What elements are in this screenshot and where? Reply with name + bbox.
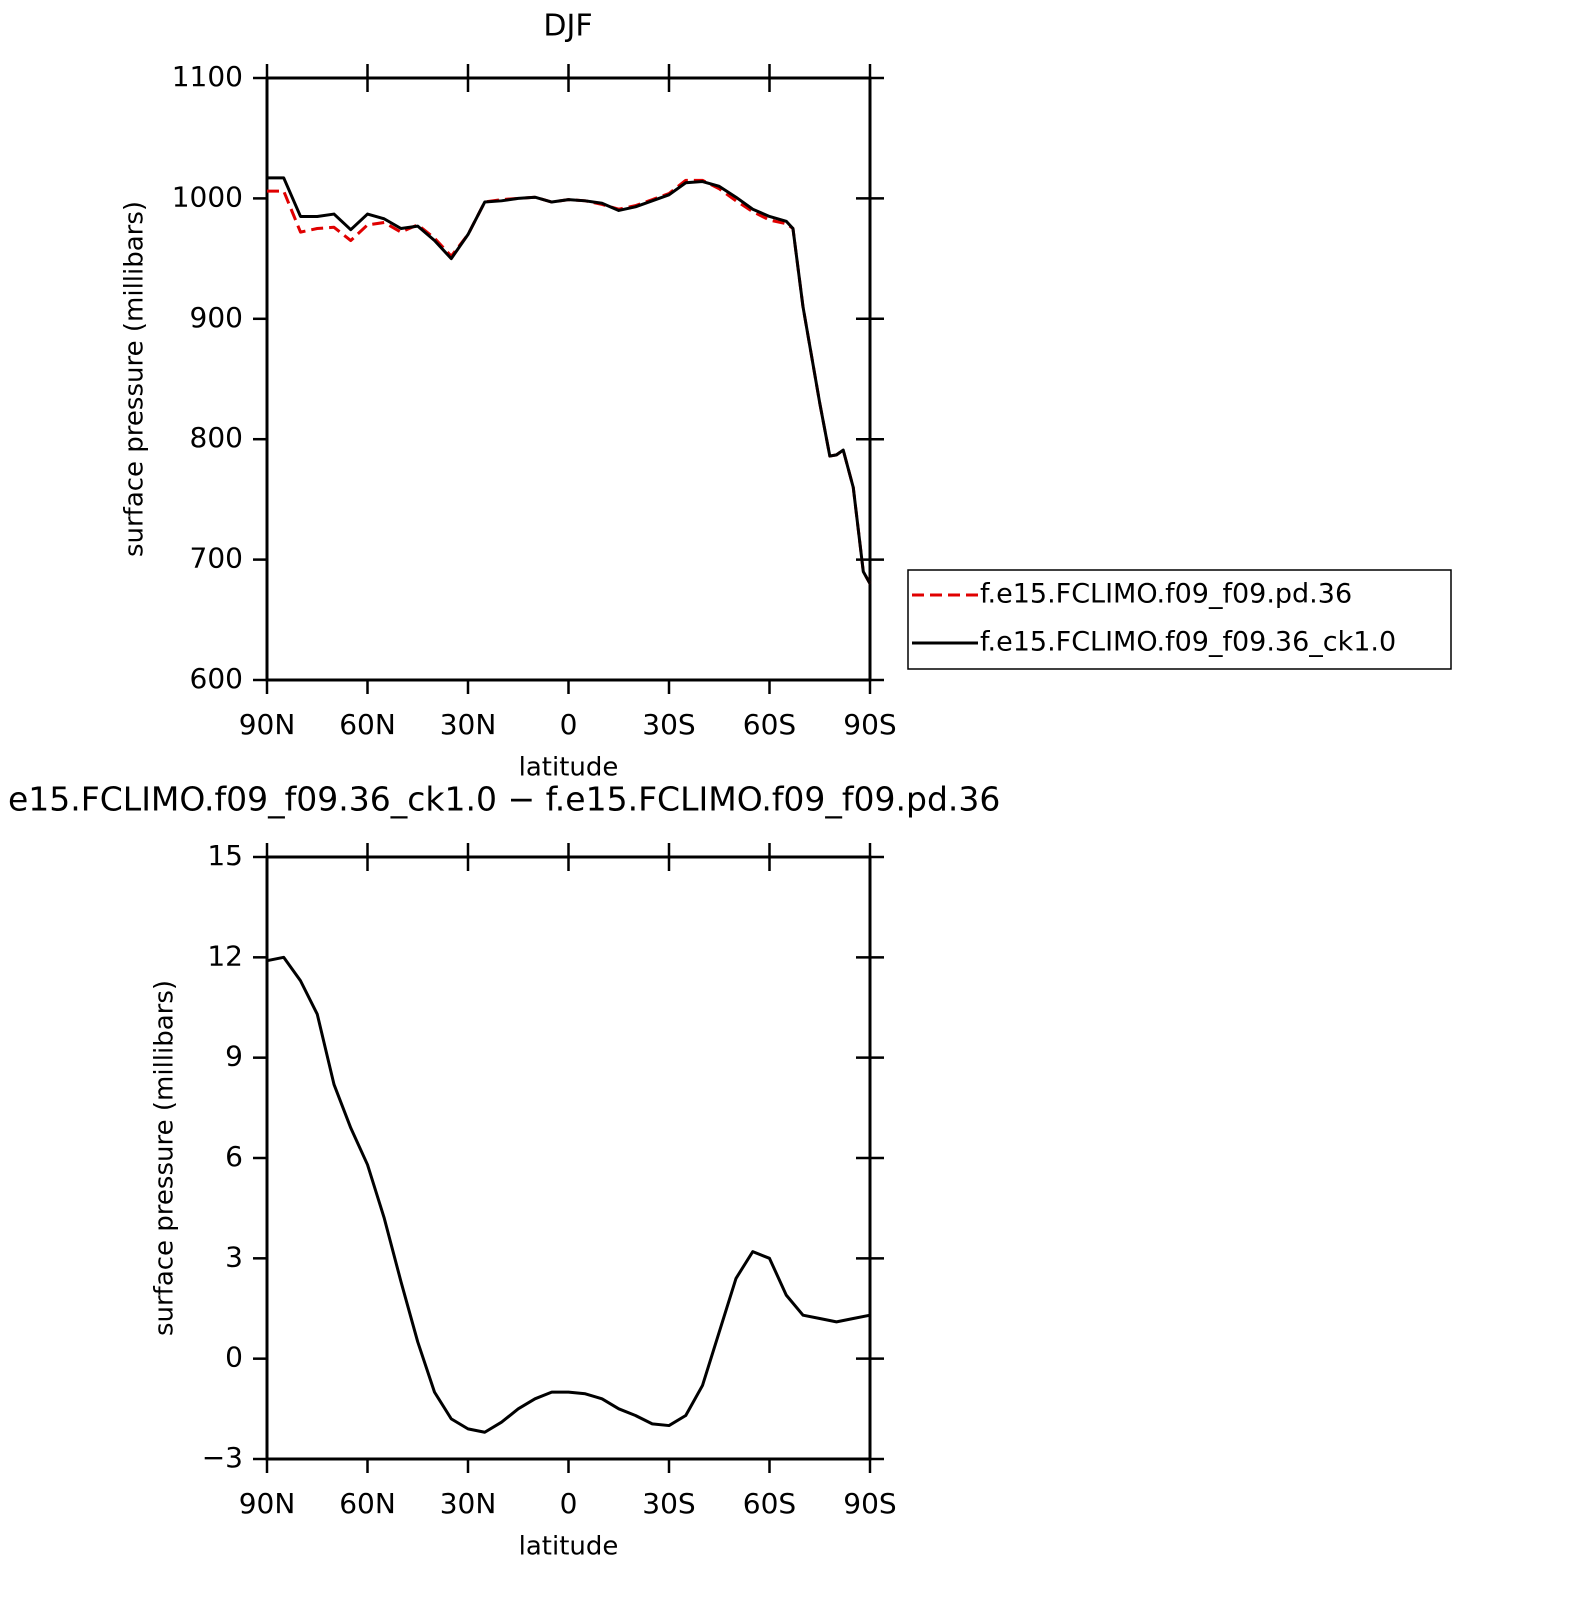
x-tick-label: 60N [339, 1487, 396, 1520]
y-tick-label: 15 [207, 839, 243, 872]
y-tick-label: 0 [225, 1341, 243, 1374]
x-tick-label: 60N [339, 708, 396, 741]
x-tick-label: 60S [743, 1487, 796, 1520]
data-line [267, 176, 872, 585]
y-tick-label: 6 [225, 1140, 243, 1173]
x-axis-label: latitude [519, 753, 619, 783]
chart-title: DJF [543, 9, 592, 44]
x-tick-label: 90S [843, 1487, 896, 1520]
data-line [266, 955, 871, 1434]
x-tick-label: 0 [560, 708, 578, 741]
chart-title: e15.FCLIMO.f09_f09.36_ck1.0 − f.e15.FCLI… [8, 780, 1000, 819]
y-tick-label: 800 [190, 421, 243, 454]
y-tick-label: 900 [190, 301, 243, 334]
y-tick-label: 9 [225, 1040, 243, 1073]
y-tick-label: 1000 [172, 180, 243, 213]
y-tick-label: 600 [190, 662, 243, 695]
plot-frame [265, 76, 872, 682]
x-axis-label: latitude [519, 1532, 619, 1562]
y-tick-label: −3 [202, 1441, 243, 1474]
data-line [267, 178, 872, 585]
legend-label: f.e15.FCLIMO.f09_f09.36_ck1.0 [980, 627, 1396, 658]
y-tick-label: 700 [190, 542, 243, 575]
x-tick-label: 30S [642, 1487, 695, 1520]
legend-label: f.e15.FCLIMO.f09_f09.pd.36 [980, 579, 1352, 610]
y-axis-label: surface pressure (millibars) [120, 201, 150, 557]
x-tick-label: 60S [743, 708, 796, 741]
x-tick-label: 30N [440, 708, 497, 741]
legend-box [907, 569, 1452, 670]
x-tick-label: 90N [239, 708, 296, 741]
x-tick-label: 0 [560, 1487, 578, 1520]
x-tick-label: 30S [642, 708, 695, 741]
x-tick-label: 30N [440, 1487, 497, 1520]
plot-frame [265, 855, 872, 1461]
x-tick-label: 90N [239, 1487, 296, 1520]
x-tick-label: 90S [843, 708, 896, 741]
y-tick-label: 12 [207, 939, 243, 972]
y-tick-label: 3 [225, 1240, 243, 1273]
y-axis-label: surface pressure (millibars) [150, 980, 180, 1336]
y-tick-label: 1100 [172, 60, 243, 93]
